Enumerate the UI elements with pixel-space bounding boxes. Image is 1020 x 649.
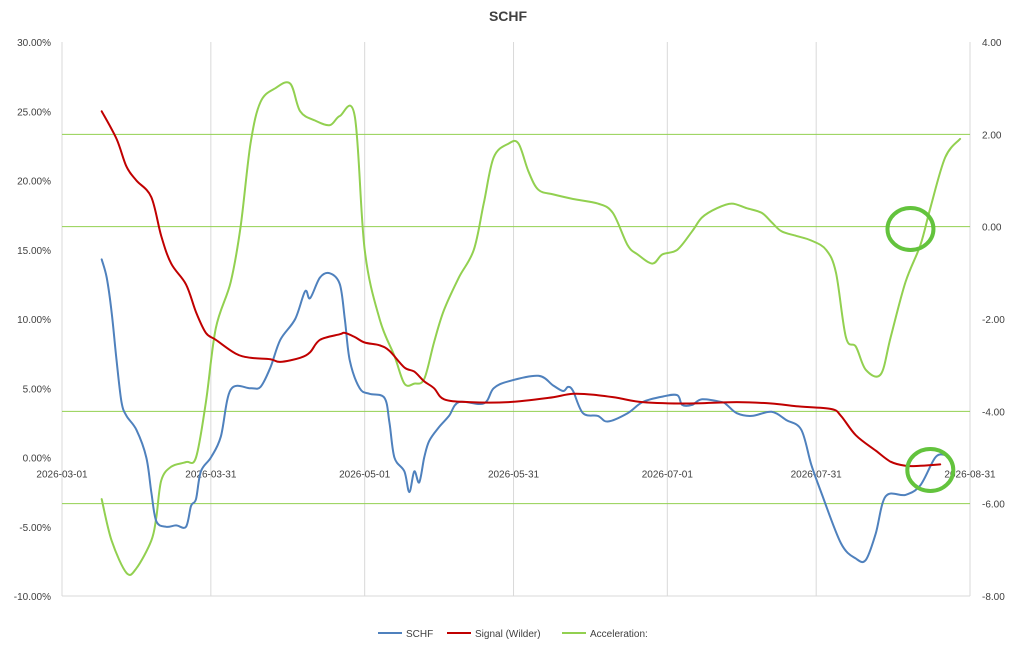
series-line-signal-wilder	[100, 110, 942, 468]
right-y-axis-tick-labels: 4.00 2.00 0.00 -2.00 -4.00 -6.00 -8.00	[982, 38, 1005, 603]
series-line-schf	[100, 258, 947, 564]
x-tick-label: 2026-03-31	[185, 470, 237, 481]
series-line-acceleration	[100, 81, 962, 576]
left-y-tick-label: 0.00%	[23, 454, 51, 465]
highlight-circle-annotation	[905, 446, 956, 493]
right-y-tick-label: -6.00	[982, 500, 1005, 511]
chart-title: SCHF	[489, 8, 528, 24]
annotation-layer	[885, 205, 956, 493]
right-y-tick-label: 0.00	[982, 223, 1002, 234]
left-y-tick-label: 10.00%	[17, 315, 51, 326]
left-y-tick-label: -10.00%	[14, 592, 51, 603]
gridlines	[61, 42, 971, 597]
x-tick-label: 2026-08-31	[944, 470, 996, 481]
left-y-tick-label: -5.00%	[19, 523, 51, 534]
right-y-tick-label: -2.00	[982, 315, 1005, 326]
x-tick-label: 2026-05-31	[488, 470, 540, 481]
left-y-tick-label: 5.00%	[23, 384, 51, 395]
x-tick-label: 2026-07-31	[791, 470, 843, 481]
left-y-axis-tick-labels: 30.00% 25.00% 20.00% 15.00% 10.00% 5.00% 0.00%…	[14, 38, 51, 603]
legend-label: SCHF	[406, 629, 433, 640]
left-y-tick-label: 20.00%	[17, 177, 51, 188]
left-y-tick-label: 15.00%	[17, 246, 51, 257]
series-layer	[100, 81, 962, 576]
right-y-tick-label: 2.00	[982, 130, 1002, 141]
right-y-tick-label: -4.00	[982, 407, 1005, 418]
x-axis-tick-labels: 2026-03-01 2026-03-31 2026-05-01 2026-05-31…	[36, 470, 996, 481]
right-y-tick-label: -8.00	[982, 592, 1005, 603]
legend: SCHF Signal (Wilder) Acceleration:	[378, 629, 648, 640]
left-y-tick-label: 30.00%	[17, 38, 51, 49]
x-tick-label: 2026-03-01	[36, 470, 88, 481]
x-tick-label: 2026-05-01	[339, 470, 391, 481]
x-tick-label: 2026-07-01	[642, 470, 694, 481]
left-y-tick-label: 25.00%	[17, 107, 51, 118]
highlight-circle-annotation	[885, 205, 936, 252]
legend-label: Acceleration:	[590, 629, 648, 640]
legend-label: Signal (Wilder)	[475, 629, 541, 640]
right-y-tick-label: 4.00	[982, 38, 1002, 49]
